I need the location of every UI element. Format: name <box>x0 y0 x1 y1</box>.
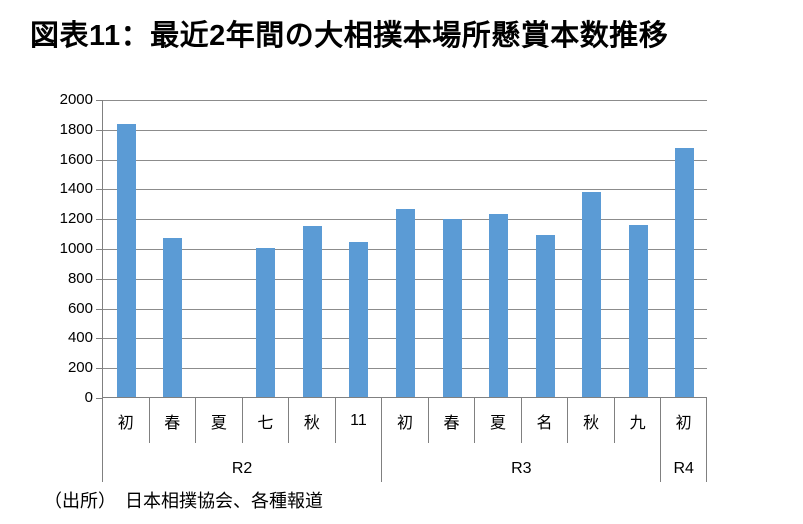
y-tick-label: 1400 <box>59 180 93 198</box>
y-tick-mark <box>96 159 102 161</box>
x-category-label: 夏 <box>474 398 521 443</box>
y-tick-mark <box>96 129 102 131</box>
y-tick-label: 1600 <box>59 150 93 168</box>
page-title: 図表11：最近2年間の大相撲本場所懸賞本数推移 <box>30 20 669 52</box>
y-tick-mark <box>96 338 102 340</box>
x-category-label: 七 <box>241 398 289 443</box>
x-category-label: 初 <box>381 398 428 443</box>
y-tick-mark <box>96 398 102 399</box>
x-group-label: R4 <box>660 443 707 482</box>
bar <box>535 234 555 397</box>
x-category-label: 秋 <box>567 398 614 443</box>
source-note: （出所） 日本相撲協会、各種報道 <box>44 491 323 511</box>
x-category-label: 名 <box>520 398 568 443</box>
bar <box>302 225 322 397</box>
y-tick-mark <box>96 100 102 101</box>
x-axis-group-row: R2 R3 R4 <box>102 443 707 482</box>
y-tick-mark <box>96 368 102 370</box>
y-tick-label: 400 <box>67 329 93 347</box>
x-category-label: 春 <box>427 398 475 443</box>
y-tick-label: 800 <box>67 269 93 287</box>
x-category-label: 初 <box>660 398 707 443</box>
gridline <box>103 129 707 131</box>
y-tick-mark <box>96 278 102 280</box>
bar <box>396 208 415 397</box>
y-tick-label: 1800 <box>59 120 93 138</box>
x-category-label: 夏 <box>195 398 242 443</box>
y-tick-mark <box>96 308 102 310</box>
bar <box>675 148 695 397</box>
y-tick-mark <box>96 249 102 250</box>
y-tick-label: 2000 <box>59 91 93 108</box>
y-tick-label: 200 <box>67 359 93 377</box>
x-category-label: 11 <box>334 398 382 443</box>
bar <box>116 124 136 397</box>
x-category-label: 春 <box>148 398 196 443</box>
x-category-label: 初 <box>102 398 149 443</box>
plot-area <box>102 100 707 398</box>
y-tick-label: 1000 <box>59 240 93 257</box>
y-tick-label: 600 <box>67 299 93 317</box>
x-group-label: R3 <box>381 443 660 482</box>
gridline <box>103 100 707 101</box>
y-tick-mark <box>96 189 102 191</box>
x-group-label: R2 <box>102 443 381 482</box>
y-tick-label: 0 <box>84 389 93 406</box>
bar <box>442 218 462 397</box>
x-axis-category-row: 初春夏七秋 11 初春夏名秋九初 <box>102 398 707 443</box>
y-tick-mark <box>96 219 102 221</box>
bar <box>628 224 648 397</box>
gridline <box>103 189 707 191</box>
bar <box>163 238 183 397</box>
y-tick-label: 1200 <box>59 210 93 228</box>
bar <box>582 192 602 397</box>
bar <box>489 214 509 397</box>
gridline <box>103 159 707 161</box>
x-category-label: 秋 <box>288 398 335 443</box>
bar <box>256 248 276 397</box>
x-category-label: 九 <box>613 398 661 443</box>
bar <box>349 242 369 397</box>
